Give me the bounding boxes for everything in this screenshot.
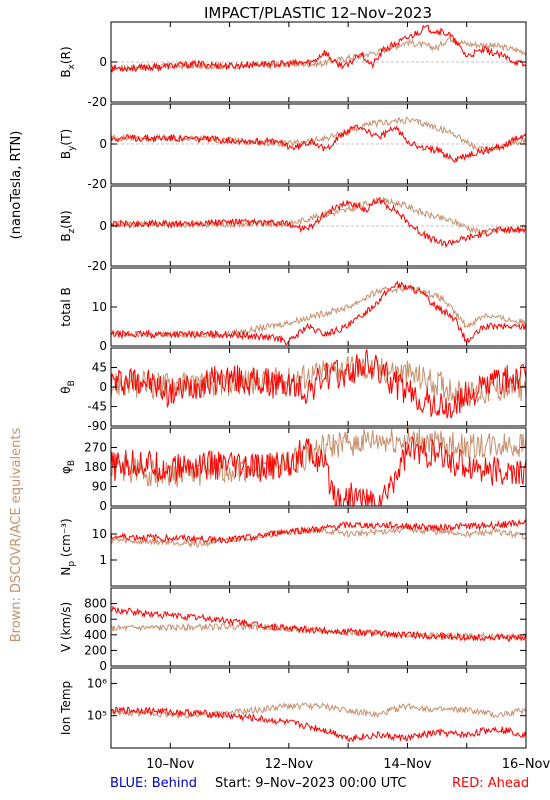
panel-frame [110,667,527,749]
series-equivalent-bz [110,196,527,237]
y-tick-label: 800 [84,597,107,611]
y-tick-label: 45 [92,361,107,375]
series-equivalent-temp [110,701,527,720]
y-tick-label: 10 [92,300,107,314]
y-axis-label: total B [59,287,73,327]
y-tick-label: 400 [84,628,107,642]
y-tick-label: 0 [99,659,107,673]
y-tick-label: 0 [99,339,107,353]
panel-temp: 10⁵ 10⁶ Ion Temp [59,667,527,749]
series-ahead-bx [110,24,527,74]
panel-btot: 0 10 total B [59,267,527,353]
chart-title: IMPACT/PLASTIC 12–Nov–2023 [204,4,432,22]
y-tick-label: -20 [87,259,107,273]
y-tick-label: -45 [87,400,107,414]
panel-bx: -20 0 Bx(R) [59,21,527,109]
footer-ahead-label: RED: Ahead [452,776,529,791]
y-tick-label: 10 [92,527,107,541]
series-ahead-bz [110,196,526,249]
y-tick-label: -20 [87,177,107,191]
y-axis-label: Ion Temp [59,681,73,735]
y-tick-label: 90 [92,480,107,494]
y-axis-label: θB [59,380,77,394]
series-ahead-phi [110,436,527,508]
series-equivalent-btot [110,283,527,339]
series-ahead-theta [110,349,527,419]
series-ahead-temp [110,706,527,743]
y-tick-label: 0 [99,137,107,151]
panel-by: -20 0 By(T) [59,103,527,191]
y-axis-label: Bx(R) [59,46,77,77]
y-tick-label: -90 [87,419,107,433]
y-tick-label: 200 [84,643,107,657]
panel-bz: -20 0 Bz(N) [59,185,527,273]
y-tick-label: 10⁵ [87,709,107,723]
x-tick-label: 14–Nov [383,757,432,772]
y-tick-label: 600 [84,612,107,626]
y-axis-label: Np (cm⁻³) [59,518,77,575]
units-label: (nanoTesla, RTN) [9,131,24,240]
y-axis-label: By(T) [59,129,77,159]
x-tick-label: 10–Nov [146,757,195,772]
panel-frame [110,587,527,667]
panel-np: 1 10 Np (cm⁻³) [59,507,527,587]
panel-theta: -90 -45 0 45 θB [59,347,527,433]
y-tick-label: 0 [99,380,107,394]
y-tick-label: 1 [99,553,107,567]
y-tick-label: -20 [87,95,107,109]
footer-behind-label: BLUE: Behind [110,776,197,791]
y-tick-label: 0 [99,219,107,233]
panel-phi: 0 90 180 270 φB [59,427,527,513]
y-tick-label: 0 [99,55,107,69]
panel-frame [110,507,527,587]
y-axis-label: φB [59,460,77,474]
y-tick-label: 10⁶ [87,676,107,690]
y-axis-label: V (km/s) [59,602,73,652]
series-ahead-btot [110,280,527,346]
y-tick-label: 0 [99,499,107,513]
y-tick-label: 270 [84,441,107,455]
x-tick-label: 16–Nov [502,757,550,772]
series-ahead-v [110,605,527,643]
y-axis-label: Bz(N) [59,210,77,241]
x-tick-label: 12–Nov [265,757,314,772]
side-label-equivalents: Brown: DSCOVR/ACE equivalents [9,428,24,643]
series-ahead-np [110,518,527,544]
series-equivalent-v [110,622,527,642]
y-tick-label: 180 [84,460,107,474]
panel-frame [110,347,527,427]
footer-start-label: Start: 9–Nov–2023 00:00 UTC [215,776,407,791]
series-ahead-by [110,124,527,164]
